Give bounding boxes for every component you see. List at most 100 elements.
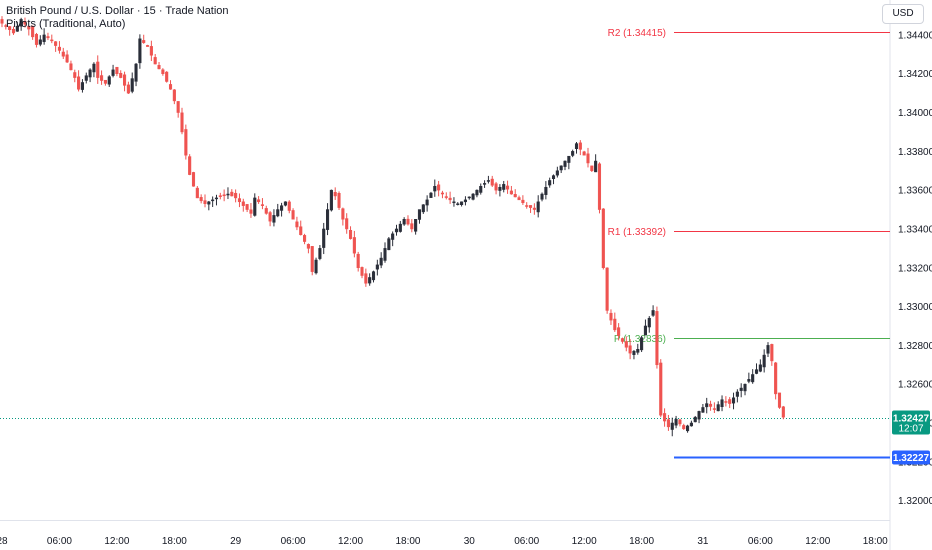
candle-body [341,208,345,220]
candle-body [161,69,165,74]
candle-body [617,327,621,336]
x-tick-label: 06:00 [514,536,539,547]
candle-body [747,379,751,382]
candle-body [517,197,521,201]
candle-body [440,192,444,195]
y-tick-label: 1.32600 [898,380,932,391]
x-tick-label: 06:00 [281,536,306,547]
candle-body [230,191,234,197]
candle-body [471,193,475,200]
candle-body [628,345,632,354]
candle-body [402,219,406,225]
candle-body [682,425,686,430]
candle-body [280,205,284,211]
candle-body [425,199,429,206]
candle-body [479,186,483,193]
candle-body [379,257,383,266]
candle-body [329,189,333,211]
currency-button[interactable]: USD [882,4,924,24]
candle-body [149,46,153,56]
candle-body [770,344,774,362]
candle-body [697,411,701,420]
candle-body [253,197,257,216]
candle-body [218,195,222,197]
y-tick-label: 1.33200 [898,263,932,274]
y-tick-label: 1.33000 [898,302,932,313]
candle-body [640,337,644,351]
candle-body [709,403,713,407]
candle-body [506,185,510,190]
candle-body [142,40,146,43]
pivot-label: P (1.32836) [614,334,666,345]
candle-body [65,54,69,63]
x-tick-label: 18:00 [162,536,187,547]
candle-body [157,65,161,70]
candle-body [234,192,238,199]
candle-body [0,19,4,24]
x-tick-label: 18:00 [863,536,888,547]
x-tick-label: 12:00 [338,536,363,547]
candle-body [666,419,670,428]
candle-body [306,244,310,249]
pivot-label: R2 (1.34415) [608,28,666,39]
candle-body [586,153,590,164]
x-tick-label: 28 [0,536,8,547]
x-tick-label: 18:00 [395,536,420,547]
candle-body [15,25,19,32]
candle-body [11,28,16,34]
candle-body [781,406,785,418]
candle-body [636,349,640,353]
candle-body [50,39,54,42]
candle-body [632,350,636,355]
current-price-label: 1.32427 [893,414,930,425]
pivot-label: R1 (1.33392) [608,227,666,238]
candle-body [693,416,697,423]
candle-body [345,218,349,230]
candle-body [303,235,307,242]
candle-body [444,196,448,198]
candle-body [460,201,464,205]
candle-body [594,160,598,173]
candle-body [414,219,418,232]
candle-body [743,383,747,392]
indicator-label[interactable]: Pivots (Traditional, Auto) [6,18,126,30]
candle-body [528,205,533,208]
candle-body [555,170,559,176]
candle-body [38,39,42,45]
candle-body [387,238,391,251]
candle-body [368,277,372,284]
x-tick-label: 06:00 [748,536,773,547]
candle-body [100,75,104,81]
candle-body [456,203,460,205]
candle-body [130,78,134,92]
candle-body [605,267,609,311]
candle-body [567,155,571,163]
candle-body [96,61,100,78]
candle-body [758,364,762,372]
candle-body [69,63,73,71]
candle-body [559,165,563,171]
chart-title: British Pound / U.S. Dollar · 15 · Trade… [6,5,229,17]
candle-body [689,422,693,427]
countdown-label: 12:07 [898,424,923,435]
candle-body [153,57,157,65]
candle-body [134,63,138,82]
candle-body [172,89,176,102]
candle-body [417,209,422,220]
candle-body [138,38,142,64]
candle-body [268,212,272,222]
candle-body [724,401,728,403]
y-tick-label: 1.33800 [898,147,932,158]
candle-body [490,178,494,186]
y-tick-label: 1.34400 [898,30,932,41]
candle-body [609,312,613,321]
candle-body [356,253,360,269]
candle-body [27,25,31,30]
candle-body [532,207,536,210]
candle-body [731,397,736,404]
candle-body [364,273,368,284]
candle-body [686,425,690,432]
candle-body [61,51,65,57]
candle-body [257,199,261,203]
